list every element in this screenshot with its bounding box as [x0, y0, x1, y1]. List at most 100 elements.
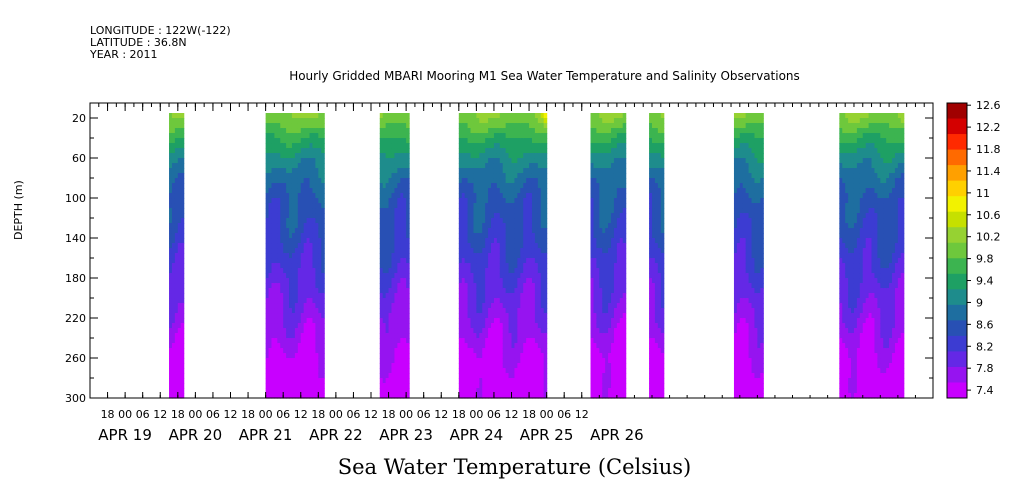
data-cell — [391, 138, 396, 144]
data-cell — [485, 208, 489, 214]
data-cell — [464, 328, 469, 334]
data-cell — [496, 343, 501, 349]
data-cell — [394, 273, 398, 279]
data-cell — [619, 168, 624, 174]
data-cell — [652, 373, 656, 379]
data-cell — [523, 278, 527, 284]
data-cell — [397, 248, 401, 254]
data-cell — [493, 273, 498, 279]
data-cell — [652, 323, 656, 329]
data-cell — [309, 158, 314, 164]
data-cell — [605, 273, 609, 279]
data-cell — [315, 153, 319, 159]
data-cell — [537, 293, 542, 299]
data-cell — [531, 228, 536, 234]
data-cell — [745, 253, 750, 259]
data-cell — [479, 388, 483, 394]
data-cell — [613, 323, 618, 329]
data-cell — [488, 368, 492, 374]
data-cell — [652, 383, 656, 389]
data-cell — [593, 303, 597, 309]
data-cell — [169, 393, 173, 399]
data-cell — [736, 293, 741, 299]
data-cell — [543, 363, 548, 369]
data-cell — [619, 358, 624, 364]
data-cell — [309, 353, 314, 359]
data-cell — [291, 268, 296, 274]
data-cell — [523, 118, 527, 124]
data-cell — [291, 248, 296, 254]
data-cell — [479, 253, 483, 259]
data-cell — [473, 233, 477, 239]
data-cell — [309, 198, 314, 204]
data-cell — [464, 273, 469, 279]
data-cell — [268, 368, 273, 374]
data-cell — [742, 313, 747, 319]
data-cell — [470, 263, 475, 269]
data-cell — [403, 143, 407, 149]
data-cell — [171, 348, 176, 354]
data-cell — [174, 298, 179, 304]
data-cell — [265, 258, 270, 264]
data-cell — [534, 283, 539, 289]
data-cell — [297, 168, 302, 174]
data-cell — [505, 338, 510, 344]
data-cell — [177, 193, 182, 199]
data-cell — [403, 293, 407, 299]
data-cell — [491, 128, 495, 134]
data-cell — [312, 123, 316, 129]
data-cell — [613, 163, 618, 169]
data-cell — [619, 213, 624, 219]
data-cell — [479, 343, 483, 349]
data-cell — [464, 293, 469, 299]
data-cell — [733, 253, 738, 259]
data-cell — [406, 178, 410, 184]
data-cell — [739, 158, 744, 164]
data-cell — [537, 213, 542, 219]
data-cell — [315, 193, 319, 199]
data-cell — [391, 158, 396, 164]
data-cell — [265, 158, 270, 164]
data-cell — [394, 318, 398, 324]
data-cell — [271, 323, 276, 329]
data-cell — [458, 143, 463, 149]
data-cell — [391, 273, 396, 279]
data-cell — [403, 118, 407, 124]
data-cell — [294, 383, 299, 389]
data-cell — [403, 148, 407, 154]
data-cell — [748, 223, 753, 229]
data-cell — [526, 293, 530, 299]
data-cell — [265, 318, 270, 324]
data-cell — [511, 298, 516, 304]
data-cell — [613, 243, 618, 249]
data-cell — [657, 143, 662, 149]
data-cell — [280, 113, 284, 119]
data-cell — [602, 313, 606, 319]
data-cell — [169, 218, 173, 224]
data-cell — [499, 153, 504, 159]
data-cell — [505, 113, 510, 119]
data-cell — [488, 168, 492, 174]
data-cell — [265, 163, 270, 169]
data-cell — [596, 303, 600, 309]
data-cell — [593, 168, 597, 174]
data-cell — [508, 298, 513, 304]
data-cell — [470, 233, 475, 239]
data-cell — [470, 273, 475, 279]
data-cell — [318, 288, 322, 294]
data-cell — [657, 213, 662, 219]
data-cell — [496, 193, 501, 199]
data-cell — [499, 298, 504, 304]
data-cell — [485, 118, 489, 124]
data-cell — [593, 238, 597, 244]
data-cell — [619, 363, 624, 369]
data-cell — [274, 183, 278, 189]
data-cell — [602, 378, 606, 384]
data-cell — [300, 303, 305, 309]
data-cell — [174, 253, 179, 259]
data-cell — [602, 118, 606, 124]
data-cell — [619, 328, 624, 334]
data-cell — [660, 258, 665, 264]
data-cell — [593, 133, 597, 139]
data-cell — [517, 298, 521, 304]
